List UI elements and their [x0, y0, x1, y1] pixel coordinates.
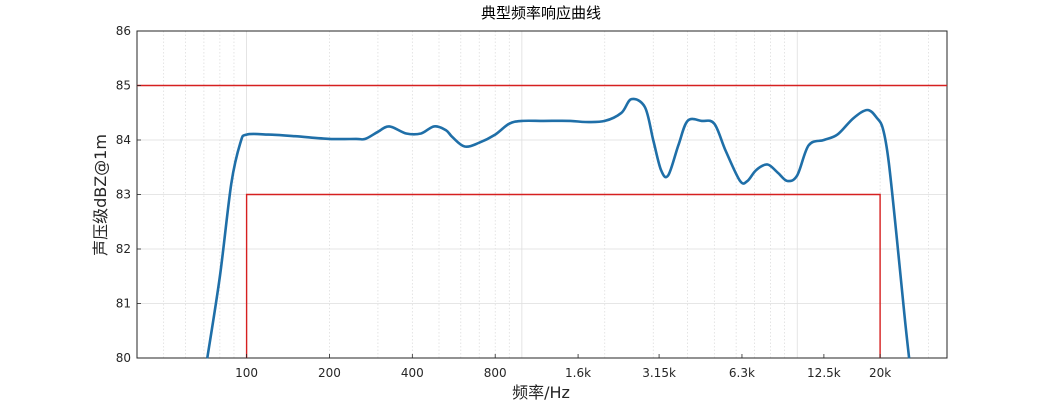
- response-point: [584, 121, 586, 123]
- response-point: [478, 142, 480, 144]
- response-point: [701, 120, 703, 122]
- response-point: [239, 142, 241, 144]
- x-tick-label: 20k: [869, 366, 891, 380]
- response-point: [836, 134, 839, 136]
- response-point: [739, 180, 741, 182]
- response-point: [903, 313, 906, 315]
- response-point: [294, 135, 296, 137]
- response-point: [445, 129, 447, 131]
- response-point: [896, 237, 898, 239]
- response-point: [677, 144, 679, 146]
- response-point: [328, 138, 330, 140]
- series-layer: [206, 97, 911, 359]
- response-point: [405, 132, 407, 135]
- response-point: [725, 150, 727, 152]
- response-point: [543, 120, 545, 122]
- response-point: [888, 161, 890, 163]
- y-tick-label: 84: [116, 133, 131, 147]
- lower-limit-line: [245, 193, 881, 358]
- x-tick-label: 400: [401, 366, 424, 380]
- response-point: [713, 123, 715, 125]
- response-point: [808, 144, 810, 146]
- x-tick-label: 100: [235, 366, 258, 380]
- y-tick-label: 82: [116, 242, 131, 256]
- y-tick-label: 81: [116, 297, 131, 311]
- y-tick-label: 83: [116, 188, 131, 202]
- response-point: [230, 183, 232, 185]
- response-curve: [206, 97, 911, 359]
- response-point: [206, 357, 208, 359]
- tick-labels: 100 200 400 800 1.6k 3.15k 6.3k 12.5k 20k 80 81 82 8…: [116, 24, 892, 380]
- response-point: [866, 109, 869, 111]
- response-point: [786, 180, 788, 182]
- y-axis-label: 声压级dBZ@1m: [91, 134, 110, 256]
- response-point: [876, 117, 878, 119]
- response-point: [667, 174, 669, 176]
- response-point: [620, 112, 623, 114]
- response-point: [908, 357, 910, 359]
- response-point: [644, 106, 646, 108]
- response-point: [630, 98, 633, 100]
- response-point: [604, 120, 606, 122]
- x-tick-label: 12.5k: [807, 366, 841, 380]
- response-point: [882, 128, 884, 130]
- response-point: [464, 145, 466, 148]
- response-point: [377, 131, 379, 133]
- response-point: [364, 138, 366, 140]
- x-axis-label: 频率/Hz: [512, 383, 570, 402]
- response-point: [219, 275, 221, 277]
- y-tick-label: 85: [116, 79, 131, 93]
- response-point: [420, 132, 422, 135]
- x-tick-label: 800: [484, 366, 507, 380]
- response-point: [388, 125, 390, 127]
- response-point: [494, 134, 496, 136]
- response-point: [823, 139, 825, 141]
- response-point: [355, 138, 357, 140]
- x-tick-label: 200: [318, 366, 341, 380]
- x-tick-label: 6.3k: [729, 366, 755, 380]
- response-point: [777, 172, 779, 174]
- response-point: [687, 120, 689, 122]
- response-point: [433, 125, 435, 127]
- response-point: [267, 134, 269, 136]
- y-tick-label: 86: [116, 24, 131, 38]
- response-point: [796, 174, 798, 176]
- response-point: [660, 169, 662, 171]
- response-point: [246, 134, 248, 136]
- response-point: [569, 120, 572, 122]
- y-tick-label: 80: [116, 351, 131, 365]
- response-point: [755, 169, 757, 171]
- response-point: [746, 180, 749, 182]
- response-point: [766, 163, 769, 166]
- chart-title: 典型频率响应曲线: [481, 4, 601, 22]
- response-point: [521, 120, 523, 122]
- x-tick-label: 3.15k: [642, 366, 676, 380]
- response-point: [652, 139, 654, 141]
- response-point: [452, 136, 454, 138]
- x-tick-label: 1.6k: [565, 366, 591, 380]
- limit-lines: [137, 84, 947, 358]
- response-point: [852, 117, 855, 119]
- response-point: [508, 123, 510, 125]
